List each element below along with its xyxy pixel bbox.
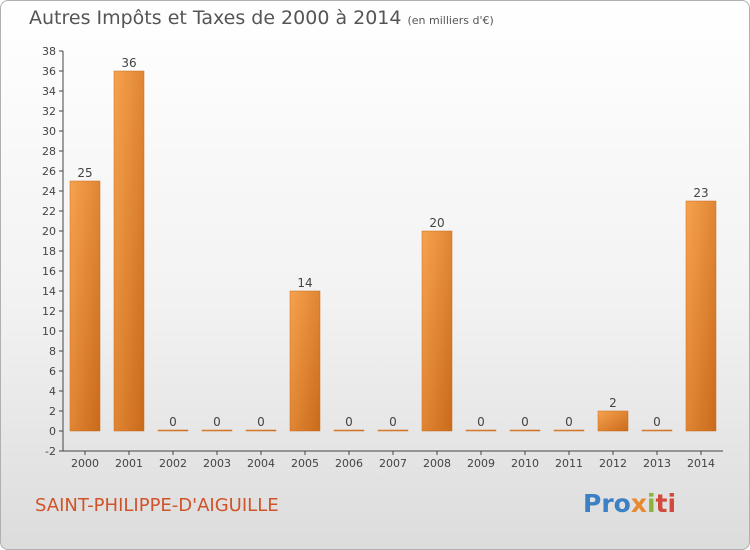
chart-title: Autres Impôts et Taxes de 2000 à 2014 (en…: [29, 7, 494, 29]
logo-part-1: Pro: [583, 489, 631, 518]
y-tick-label: 28: [42, 145, 56, 158]
bar-2011: [553, 429, 585, 432]
chart-subtitle: (en milliers d'€): [407, 14, 494, 27]
x-tick-label-2009: 2009: [467, 457, 495, 470]
x-tick-label-2008: 2008: [423, 457, 451, 470]
x-tick-label-2012: 2012: [599, 457, 627, 470]
data-label-2000: 25: [77, 166, 92, 180]
data-label-2009: 0: [477, 415, 485, 429]
x-tick-label-2013: 2013: [643, 457, 671, 470]
bar-2010: [509, 429, 541, 432]
logo-part-4: ti: [655, 489, 677, 518]
y-tick-label: 22: [42, 205, 56, 218]
bar-2012: [597, 410, 629, 432]
x-tick-label-2004: 2004: [247, 457, 275, 470]
y-tick-label: 38: [42, 45, 56, 58]
bar-2004: [245, 429, 277, 432]
bar-2007: [377, 429, 409, 432]
x-tick-label-2011: 2011: [555, 457, 583, 470]
data-label-2010: 0: [521, 415, 529, 429]
data-label-2006: 0: [345, 415, 353, 429]
x-tick-label-2002: 2002: [159, 457, 187, 470]
x-tick-label-2007: 2007: [379, 457, 407, 470]
y-tick-label: 34: [42, 85, 56, 98]
logo-part-2: x: [630, 489, 647, 518]
y-tick-label: 30: [42, 125, 56, 138]
bar-2005: [289, 290, 321, 432]
bar-2013: [641, 429, 673, 432]
data-label-2003: 0: [213, 415, 221, 429]
y-tick-label: 14: [42, 285, 56, 298]
data-label-2004: 0: [257, 415, 265, 429]
bar-2001: [113, 70, 145, 432]
x-tick-label-2006: 2006: [335, 457, 363, 470]
data-label-2011: 0: [565, 415, 573, 429]
data-label-2008: 20: [429, 216, 444, 230]
bar-2002: [157, 429, 189, 432]
y-tick-label: 8: [49, 345, 56, 358]
y-tick-label: 36: [42, 65, 56, 78]
bar-2000: [69, 180, 101, 432]
data-label-2001: 36: [121, 56, 136, 70]
bar-2008: [421, 230, 453, 432]
y-tick-label: 16: [42, 265, 56, 278]
x-tick-label-2005: 2005: [291, 457, 319, 470]
y-tick-label: 20: [42, 225, 56, 238]
y-tick-label: 4: [49, 385, 56, 398]
chart-title-text: Autres Impôts et Taxes de 2000 à 2014: [29, 7, 402, 29]
y-tick-label: 12: [42, 305, 56, 318]
bar-2006: [333, 429, 365, 432]
y-tick-label: 18: [42, 245, 56, 258]
y-tick-label: 32: [42, 105, 56, 118]
y-tick-label: -2: [45, 445, 56, 458]
y-tick-label: 6: [49, 365, 56, 378]
x-tick-label-2000: 2000: [71, 457, 99, 470]
y-tick-label: 24: [42, 185, 56, 198]
x-tick-label-2010: 2010: [511, 457, 539, 470]
x-tick-label-2003: 2003: [203, 457, 231, 470]
data-label-2007: 0: [389, 415, 397, 429]
bar-2014: [685, 200, 717, 432]
logo-part-3: i: [646, 489, 656, 518]
y-tick-label: 0: [49, 425, 56, 438]
data-label-2002: 0: [169, 415, 177, 429]
data-label-2014: 23: [693, 186, 708, 200]
data-label-2012: 2: [609, 396, 617, 410]
proxiti-logo: Proxiti: [583, 489, 676, 518]
location-name: SAINT-PHILIPPE-D'AIGUILLE: [35, 495, 279, 516]
bar-2003: [201, 429, 233, 432]
y-tick-label: 10: [42, 325, 56, 338]
y-tick-label: 26: [42, 165, 56, 178]
bar-2009: [465, 429, 497, 432]
x-tick-label-2014: 2014: [687, 457, 715, 470]
y-tick-label: 2: [49, 405, 56, 418]
x-tick-label-2001: 2001: [115, 457, 143, 470]
data-label-2005: 14: [297, 276, 312, 290]
data-label-2013: 0: [653, 415, 661, 429]
